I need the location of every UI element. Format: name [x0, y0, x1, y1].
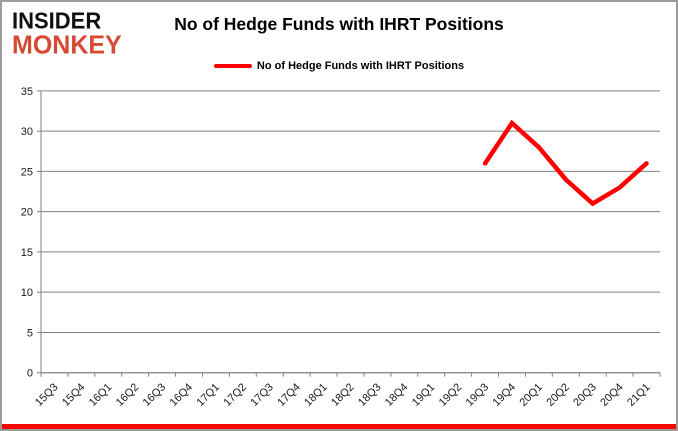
x-tick-label: 15Q3: [33, 381, 61, 409]
insider-monkey-logo: INSIDER MONKEY: [12, 7, 122, 60]
legend: No of Hedge Funds with IHRT Positions: [2, 60, 676, 72]
y-tick-label: 35: [21, 86, 33, 98]
x-tick-label: 17Q2: [221, 381, 249, 409]
x-tick-label: 17Q1: [195, 381, 223, 409]
logo-line-insider: INSIDER: [12, 7, 102, 34]
y-tick-label: 25: [21, 166, 33, 178]
x-tick-label: 20Q2: [544, 381, 572, 409]
x-tick-label: 18Q2: [329, 381, 357, 409]
x-tick-label: 17Q4: [275, 381, 303, 409]
x-tick-label: 19Q3: [464, 381, 492, 409]
x-tick-label: 16Q3: [141, 381, 169, 409]
x-tick-label: 15Q4: [60, 381, 88, 409]
legend-label: No of Hedge Funds with IHRT Positions: [256, 60, 465, 72]
x-tick-label: 18Q3: [356, 381, 384, 409]
x-tick-label: 20Q1: [517, 381, 545, 409]
y-tick-label: 30: [21, 126, 33, 138]
x-tick-label: 21Q1: [625, 381, 653, 409]
x-tick-label: 20Q4: [598, 381, 626, 409]
x-tick-label: 16Q1: [87, 381, 115, 409]
y-tick-label: 10: [21, 287, 33, 299]
y-tick-label: 5: [27, 327, 33, 339]
x-tick-label: 18Q4: [383, 381, 411, 409]
x-tick-label: 18Q1: [302, 381, 330, 409]
x-tick-label: 19Q4: [491, 381, 519, 409]
chart-title: No of Hedge Funds with IHRT Positions: [174, 14, 504, 34]
y-tick-label: 20: [21, 207, 33, 219]
legend-line-marker: [213, 64, 252, 68]
x-tick-label: 19Q1: [410, 381, 438, 409]
logo-line-monkey: MONKEY: [12, 30, 122, 60]
bottom-red-bar: [2, 424, 676, 429]
x-tick-label: 17Q3: [248, 381, 276, 409]
x-tick-label: 16Q2: [114, 381, 142, 409]
x-tick-label: 19Q2: [437, 381, 465, 409]
y-tick-label: 0: [27, 368, 33, 380]
y-tick-label: 15: [21, 247, 33, 259]
x-tick-label: 20Q3: [571, 381, 599, 409]
x-tick-label: 16Q4: [168, 381, 196, 409]
series-line: [482, 119, 649, 207]
